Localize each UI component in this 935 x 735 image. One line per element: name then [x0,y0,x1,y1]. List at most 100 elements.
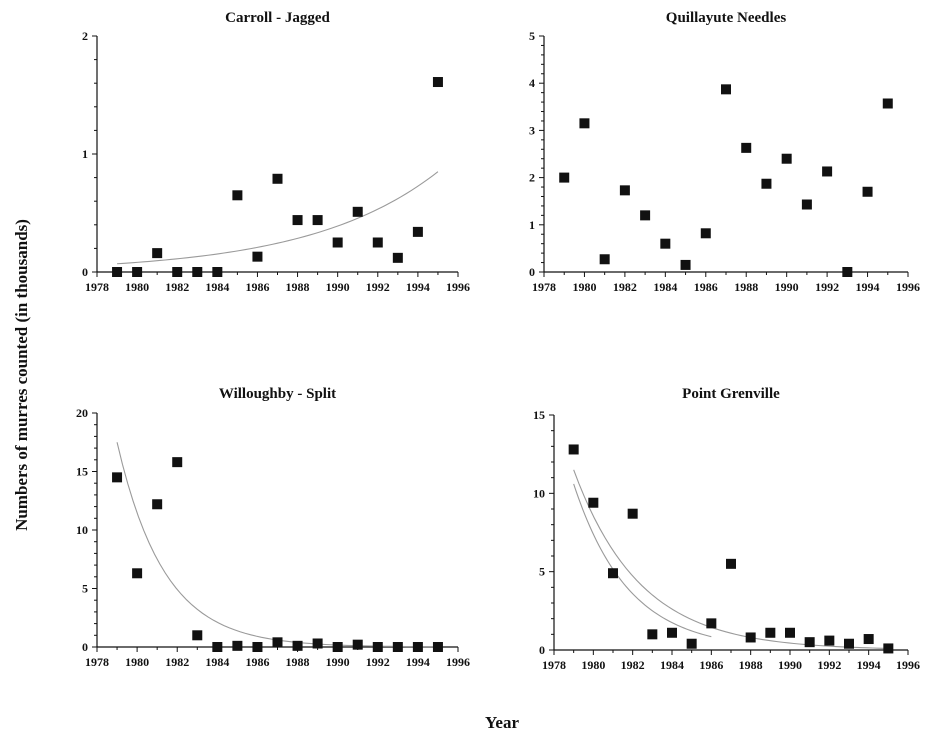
data-point [192,267,203,277]
x-tick-label: 1992 [815,280,839,294]
x-tick-label: 1996 [446,280,470,294]
data-point [312,215,323,226]
x-tick-label: 1982 [165,655,189,669]
data-point [132,568,143,579]
x-tick-label: 1992 [366,655,390,669]
y-tick-label: 20 [76,406,88,420]
y-tick-label: 3 [529,123,535,137]
panel-point-grenville: Point Grenville 1978 1980 1982 1984 1986 1988 1… [533,386,920,672]
data-point [412,642,423,652]
data-point [647,629,658,640]
x-tick-label: 1984 [205,280,229,294]
x-tick-label: 1978 [85,280,109,294]
y-tick-label: 4 [529,76,535,90]
x-tick-label: 1996 [896,280,920,294]
y-tick-label: 15 [76,465,88,479]
x-tick-label: 1984 [205,655,229,669]
y-tick-label: 0 [539,643,545,657]
data-point [212,267,223,277]
x-tick-label: 1982 [165,280,189,294]
y-tick-label: 1 [529,218,535,232]
x-tick-label: 1986 [245,655,269,669]
x-tick-label: 1988 [286,655,310,669]
trendline [117,171,439,265]
data-point [559,172,570,183]
x-tick-label: 1984 [660,658,684,672]
data-point [785,627,795,638]
data-point [292,640,303,651]
trendline [573,483,712,638]
x-tick-label: 1980 [125,280,149,294]
x-tick-label: 1990 [326,280,350,294]
data-point [608,568,618,579]
y-tick-label: 0 [82,640,88,654]
data-point [172,457,183,468]
data-point [392,642,403,652]
data-point [112,267,123,277]
y-tick-label: 5 [82,582,88,596]
x-tick-label: 1990 [775,280,799,294]
x-tick-label: 1992 [366,280,390,294]
chart-title: Carroll - Jagged [225,10,330,26]
data-point [152,248,163,259]
x-tick-label: 1996 [896,658,920,672]
data-point [332,642,343,652]
y-tick-label: 2 [82,29,88,43]
data-point [721,84,731,95]
data-point [640,210,651,221]
data-point [700,228,711,239]
data-point [627,508,638,519]
x-tick-label: 1994 [406,655,430,669]
data-point [599,254,610,265]
x-tick-label: 1986 [694,280,718,294]
data-point [667,627,677,638]
x-tick-label: 1978 [85,655,109,669]
data-point [588,497,599,508]
panel-willoughby-split: Willoughby - Split 1978 1980 1982 1984 1986 19… [76,386,470,669]
data-point [745,632,756,643]
data-point [726,558,736,569]
data-point [392,252,403,263]
data-point [252,642,263,652]
y-axis-label: Numbers of murres counted (in thousands) [12,219,31,531]
data-point [372,642,383,652]
data-point [842,267,853,277]
x-tick-label: 1994 [856,280,880,294]
data-point [132,267,143,277]
data-point [863,634,874,645]
data-point [272,173,283,184]
x-tick-label: 1982 [613,280,637,294]
data-point [252,251,263,262]
data-point [352,639,363,650]
x-tick-label: 1980 [581,658,605,672]
trendline [116,442,438,648]
trendline [573,469,889,649]
data-point [112,472,123,483]
data-point [741,142,752,153]
x-tick-label: 1988 [734,280,758,294]
x-tick-label: 1994 [857,658,881,672]
y-tick-label: 1 [82,147,88,161]
x-axis-label: Year [485,713,519,732]
x-tick-label: 1982 [621,658,645,672]
data-point [312,638,323,649]
x-tick-label: 1978 [532,280,556,294]
x-tick-label: 1990 [778,658,802,672]
data-point [432,642,443,652]
data-point [882,98,893,109]
data-point [212,642,223,652]
y-tick-label: 2 [529,171,535,185]
y-tick-label: 0 [529,265,535,279]
data-point [172,267,183,277]
x-tick-label: 1986 [699,658,723,672]
data-point [824,635,835,646]
y-tick-label: 5 [529,29,535,43]
panel-quillayute-needles: Quillayute Needles 1978 1980 1982 1984 1986 19… [529,10,920,294]
data-point [660,238,671,249]
x-tick-label: 1984 [653,280,677,294]
data-point [801,199,812,210]
data-point [706,618,717,629]
data-point [568,444,579,455]
data-point [680,259,691,270]
x-tick-label: 1986 [245,280,269,294]
